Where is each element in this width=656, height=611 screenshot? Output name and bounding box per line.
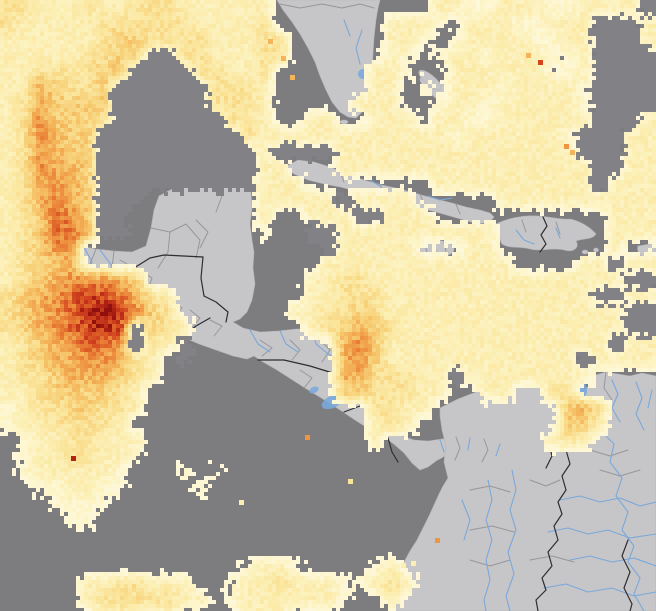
aerosol-data-overlay — [0, 0, 656, 611]
satellite-map — [0, 0, 656, 611]
